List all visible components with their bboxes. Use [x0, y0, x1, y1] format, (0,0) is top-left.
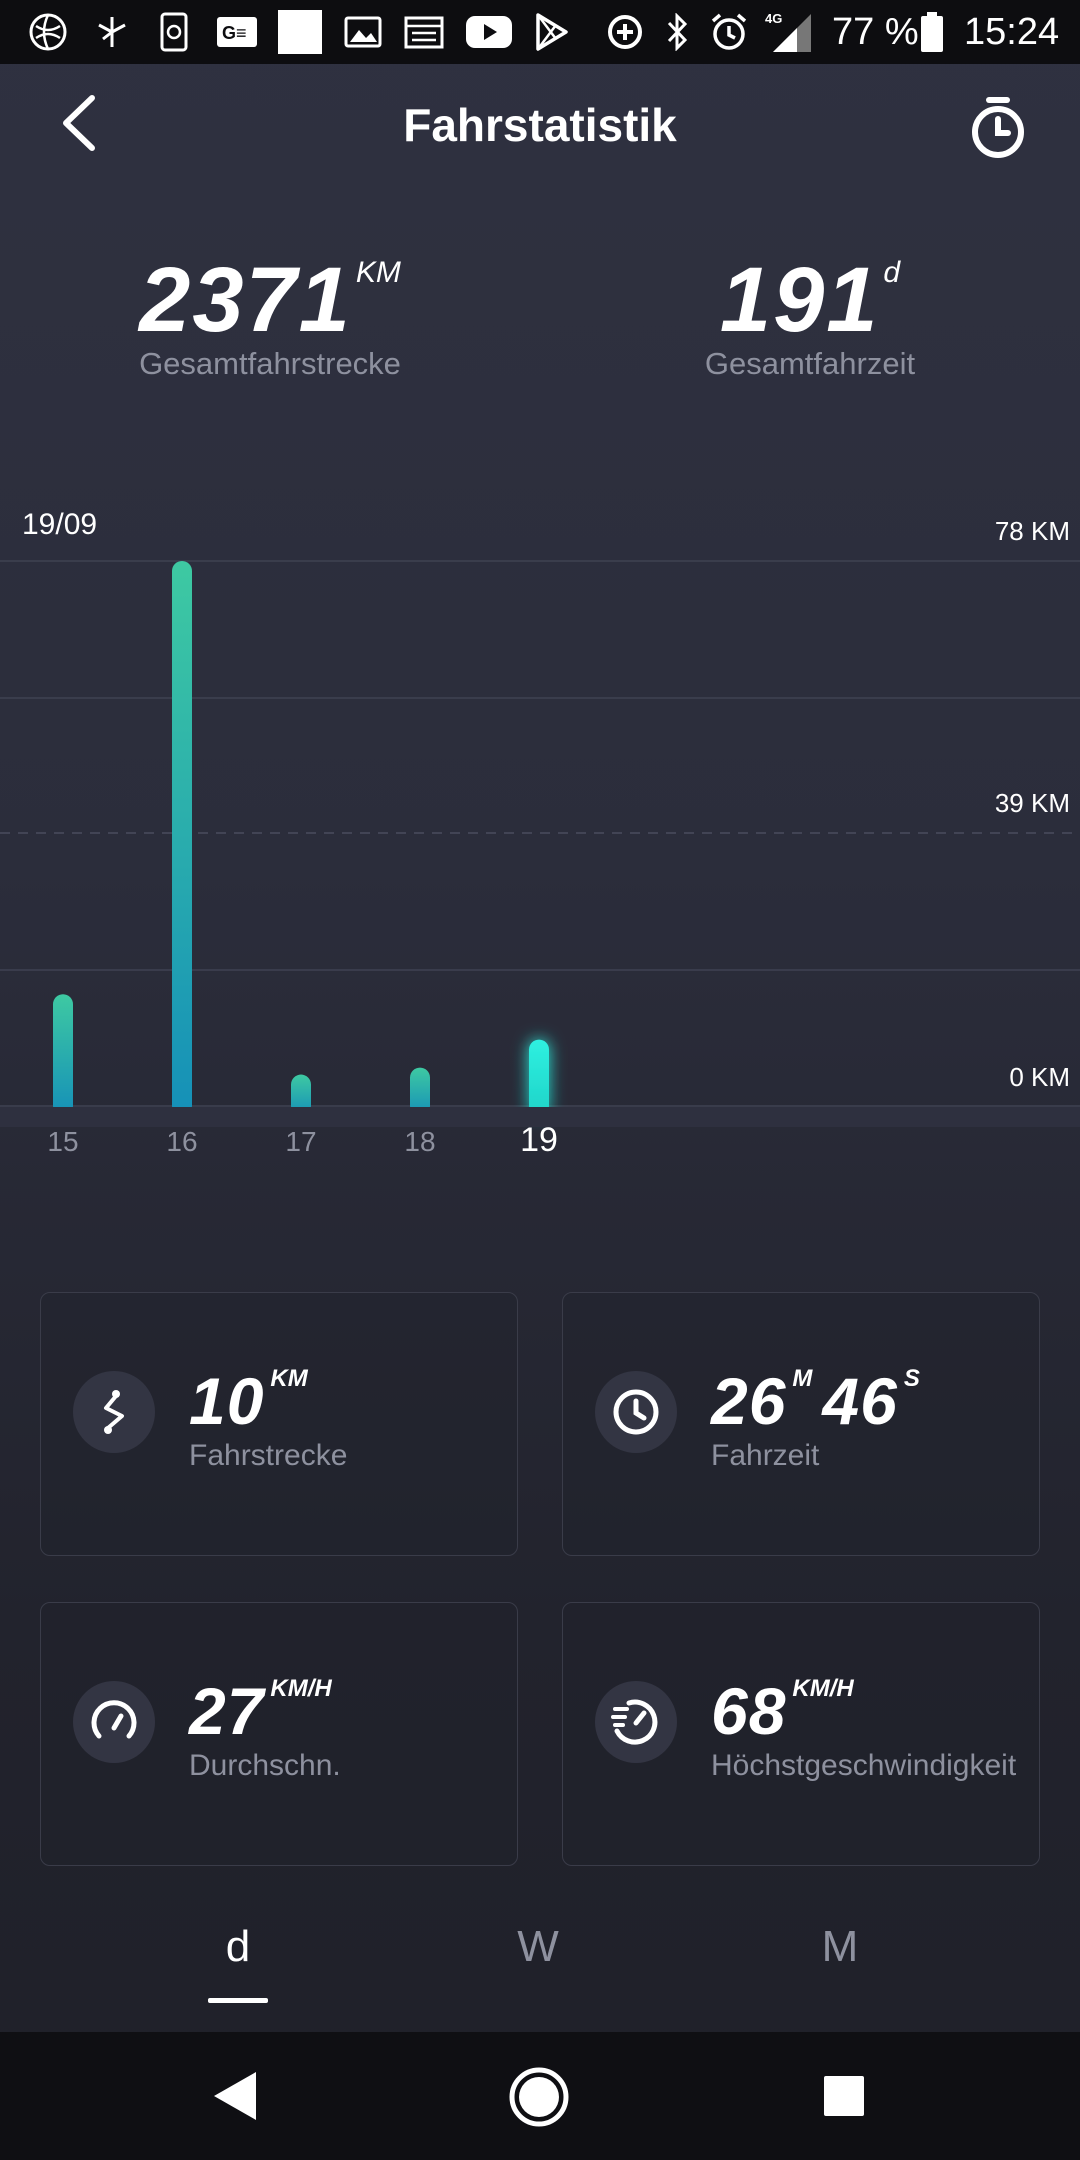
x-tick-label-17[interactable]: 17 [285, 1126, 316, 1157]
max-speed-value: 68 [711, 1674, 787, 1748]
stat-card-ride-time: 26 M 46 S Fahrzeit [562, 1292, 1040, 1556]
total-time-value: 191 [719, 249, 880, 351]
clock-icon [613, 1389, 659, 1435]
baseline-mask [0, 1107, 1080, 1127]
chart-bar-18[interactable] [410, 1067, 430, 1116]
max-speed-unit: KM/H [792, 1675, 854, 1702]
y-label-zero: 0 KM [1009, 1062, 1070, 1092]
data-saver-icon [604, 12, 646, 52]
chart-bar-19[interactable] [529, 1039, 549, 1116]
ride-minutes: 26 [711, 1364, 787, 1438]
header: Fahrstatistik [0, 64, 1080, 184]
distance-value: 10 [189, 1364, 265, 1438]
y-label-max: 78 KM [994, 516, 1070, 546]
daily-distance-chart: 19/09 78 KM 39 KM 0 KM [0, 500, 1080, 1180]
chart-date-label: 19/09 [22, 508, 98, 541]
stat-card-max-speed: 68 KM/H Höchstgeschwindigkeit [562, 1602, 1040, 1866]
status-bar: G≡ 4G 77 % 15:24 [0, 0, 1080, 64]
clock-icon-wrap [595, 1371, 677, 1453]
stat-card-distance: 10 KM Fahrstrecke [40, 1292, 518, 1556]
globe-icon [26, 12, 70, 52]
chart-bar-15[interactable] [53, 994, 73, 1116]
timer-button[interactable] [958, 88, 1038, 168]
network-type: 4G [765, 12, 782, 26]
clock-time: 15:24 [964, 11, 1060, 53]
navigation-bar [0, 2032, 1080, 2160]
distance-label: Fahrstrecke [189, 1439, 348, 1472]
active-tab-indicator [208, 1998, 268, 2003]
total-time: 191 d Gesamtfahrzeit [660, 250, 960, 382]
stat-card-avg-speed: 27 KM/H Durchschn. [40, 1602, 518, 1866]
square-recents-icon [824, 2076, 864, 2116]
phone-sync-icon [156, 12, 192, 52]
circle-home-icon [509, 2067, 569, 2127]
total-distance: 2371 KM Gesamtfahrstrecke [100, 250, 440, 382]
x-tick-label-19[interactable]: 19 [520, 1121, 558, 1159]
y-label-mid: 39 KM [994, 788, 1070, 818]
chart-plot: 15 16 17 18 19 [0, 560, 1080, 1159]
spark-icon [92, 12, 132, 52]
calendar-icon [402, 12, 446, 52]
total-distance-value: 2371 [139, 249, 352, 351]
chevron-left-icon [63, 95, 95, 151]
nav-home-button[interactable] [508, 2066, 570, 2128]
ride-seconds-unit: S [903, 1365, 920, 1392]
total-distance-unit: KM [355, 256, 401, 289]
nav-recents-button[interactable] [822, 2074, 866, 2118]
youtube-icon [464, 12, 514, 52]
bluetooth-icon [662, 12, 692, 52]
ride-time-label: Fahrzeit [711, 1439, 820, 1472]
avg-speed-label: Durchschn. [189, 1749, 341, 1782]
battery-icon [918, 12, 946, 52]
x-tick-label-16[interactable]: 16 [166, 1126, 197, 1157]
page-title: Fahrstatistik [403, 99, 677, 151]
stopwatch-icon [972, 97, 1024, 158]
total-time-unit: d [883, 256, 901, 289]
max-speed-icon-wrap [595, 1681, 677, 1763]
tab-week[interactable]: W [517, 1922, 559, 1971]
speedometer-icon-wrap [73, 1681, 155, 1763]
max-speed-label: Höchstgeschwindigkeit [711, 1749, 1017, 1782]
speedometer-icon [91, 1700, 137, 1739]
route-icon [104, 1390, 124, 1434]
svg-text:G≡: G≡ [222, 23, 247, 43]
news-icon: G≡ [214, 12, 260, 52]
ride-minutes-unit: M [792, 1365, 813, 1392]
alarm-icon [708, 12, 750, 52]
tab-month[interactable]: M [821, 1922, 859, 1971]
total-distance-label: Gesamtfahrstrecke [139, 346, 401, 381]
triangle-back-icon [214, 2072, 256, 2120]
image-icon [342, 12, 384, 52]
back-button[interactable] [50, 88, 120, 158]
battery-percent: 77 % [832, 11, 919, 53]
tab-day[interactable]: d [225, 1922, 251, 1971]
max-speed-icon [611, 1699, 658, 1745]
total-time-label: Gesamtfahrzeit [704, 346, 916, 381]
blank-app-icon [276, 10, 324, 54]
nav-back-button[interactable] [208, 2068, 264, 2124]
x-tick-label-18[interactable]: 18 [404, 1126, 435, 1157]
chart-bar-16[interactable] [172, 561, 192, 1116]
route-icon-wrap [73, 1371, 155, 1453]
chart-bar-17[interactable] [291, 1074, 311, 1116]
x-tick-label-15[interactable]: 15 [47, 1126, 78, 1157]
avg-speed-value: 27 [189, 1674, 265, 1748]
signal-icon: 4G [764, 12, 814, 52]
distance-unit: KM [270, 1365, 308, 1392]
avg-speed-unit: KM/H [270, 1675, 332, 1702]
play-store-icon [530, 12, 574, 52]
ride-seconds: 46 [822, 1364, 898, 1438]
